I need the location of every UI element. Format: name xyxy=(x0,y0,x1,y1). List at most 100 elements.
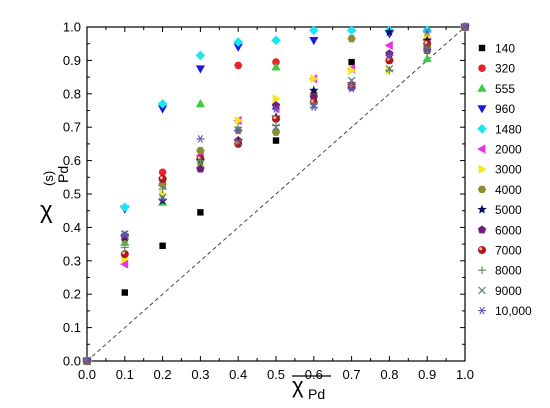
data-point xyxy=(346,25,357,36)
legend-marker xyxy=(477,225,487,234)
legend-label: 4000 xyxy=(495,183,522,197)
data-point xyxy=(196,160,205,168)
legend-marker xyxy=(478,44,486,52)
data-point xyxy=(348,65,357,76)
data-point xyxy=(385,51,394,60)
series-3000 xyxy=(83,22,470,366)
data-point xyxy=(234,115,243,126)
legend-label: 960 xyxy=(495,102,515,116)
data-point xyxy=(196,146,205,155)
x-axis-label-subscript: Pd xyxy=(308,386,325,402)
data-point xyxy=(233,37,243,47)
legend-entry: 6000 xyxy=(477,223,522,237)
data-point xyxy=(461,23,469,31)
legend-label: 7000 xyxy=(495,244,522,258)
legend-marker xyxy=(478,246,486,254)
data-point xyxy=(120,250,129,259)
series-960 xyxy=(82,23,470,366)
data-point xyxy=(347,76,356,85)
y-tick-label: 0.3 xyxy=(63,253,81,268)
data-point xyxy=(347,35,356,43)
x-tick-label: 0.9 xyxy=(418,367,436,382)
x-tick-label: 0.0 xyxy=(78,367,96,382)
legend-marker xyxy=(477,204,487,214)
x-axis-title: χ Pd xyxy=(292,373,331,402)
x-axis: 0.0 0.1 0.2 0.3 0.4 0.5 0.6 0.7 0.8 0.9 1.0 xyxy=(78,27,474,382)
series-10000 xyxy=(83,23,469,365)
data-point xyxy=(83,357,91,365)
x-tick-label: 0.2 xyxy=(154,367,172,382)
x-tick-label: 0.1 xyxy=(116,367,134,382)
data-point xyxy=(272,94,281,104)
data-point xyxy=(309,36,319,46)
legend-marker xyxy=(478,306,486,315)
legend-entry: 8000 xyxy=(478,264,522,278)
data-point xyxy=(385,64,394,73)
y-axis-title: χ (s) Pd xyxy=(40,166,71,224)
legend-entry: 2000 xyxy=(477,143,522,157)
x-tick-label: 0.4 xyxy=(229,367,247,382)
data-point xyxy=(197,209,204,216)
legend-entry: 10,000 xyxy=(478,304,532,318)
y-tick-label: 0.9 xyxy=(63,53,81,68)
legend-entry: 140 xyxy=(478,42,515,56)
legend-entry: 555 xyxy=(477,82,515,96)
data-point xyxy=(120,202,130,213)
data-point xyxy=(158,193,167,202)
data-point xyxy=(309,85,319,95)
data-point xyxy=(422,53,432,63)
legend-entry: 4000 xyxy=(477,183,522,197)
y-tick-label: 0.6 xyxy=(63,153,81,168)
legend-label: 5000 xyxy=(495,203,522,217)
legend-entry: 7000 xyxy=(478,244,522,258)
x-axis-label: χ xyxy=(292,373,304,398)
series-9000 xyxy=(83,23,469,365)
legend-marker xyxy=(478,164,487,174)
data-point xyxy=(234,138,243,147)
data-point xyxy=(272,121,280,130)
data-point xyxy=(120,231,129,240)
data-point xyxy=(271,62,281,71)
data-point xyxy=(271,35,281,46)
reference-diagonal xyxy=(86,26,466,362)
legend-entry: 9000 xyxy=(478,284,522,298)
data-point xyxy=(195,50,206,61)
y-tick-label: 0.5 xyxy=(63,187,81,202)
legend-label: 2000 xyxy=(495,143,522,157)
legend-marker xyxy=(477,124,487,134)
data-point xyxy=(309,103,318,112)
legend-label: 6000 xyxy=(495,223,522,237)
data-point xyxy=(158,174,167,183)
data-point xyxy=(233,43,243,52)
legend-marker xyxy=(478,286,486,295)
x-tick-label: 0.5 xyxy=(267,367,285,382)
data-point xyxy=(423,43,432,51)
data-point xyxy=(158,184,167,193)
legend-marker xyxy=(477,105,487,114)
data-point xyxy=(159,242,166,249)
data-point xyxy=(120,259,129,269)
data-point xyxy=(309,25,319,36)
data-point xyxy=(385,56,394,65)
data-point xyxy=(271,101,281,110)
data-point xyxy=(196,135,205,143)
legend-label: 140 xyxy=(495,42,515,56)
data-point xyxy=(272,137,280,144)
data-point xyxy=(195,99,205,108)
x-tick-label: 0.7 xyxy=(343,367,361,382)
x-tick-label: 1.0 xyxy=(456,367,474,382)
data-point xyxy=(385,66,394,75)
y-tick-label: 0.4 xyxy=(63,220,81,235)
data-point xyxy=(272,123,280,132)
data-point xyxy=(422,25,432,36)
series-555 xyxy=(82,22,470,365)
x-tick-label: 0.6 xyxy=(305,367,323,382)
y-tick-label: 0.7 xyxy=(63,120,81,135)
data-point xyxy=(309,101,318,110)
data-point xyxy=(423,28,432,36)
legend-entry: 1480 xyxy=(477,122,522,136)
data-point xyxy=(234,61,242,70)
legend-marker xyxy=(477,83,487,92)
data-markers xyxy=(82,22,470,366)
y-tick-label: 1.0 xyxy=(63,20,81,35)
